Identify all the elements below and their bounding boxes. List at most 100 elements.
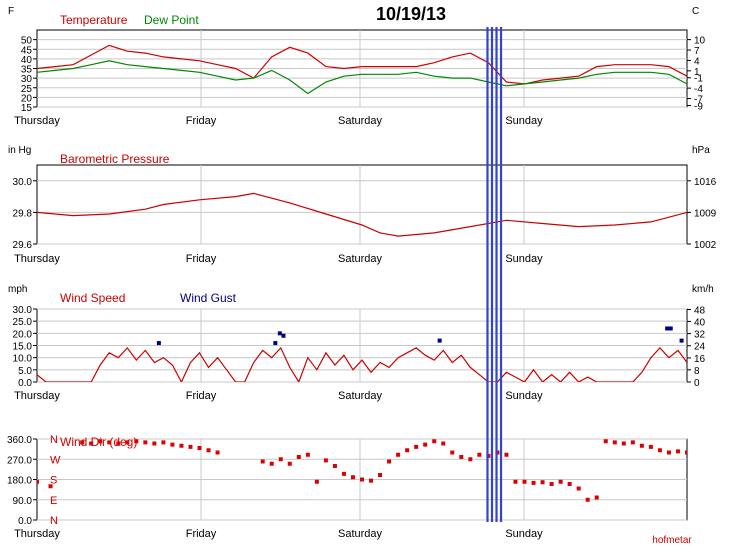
- data-point-winddir-0: [387, 459, 392, 464]
- left-unit-label: F: [8, 6, 14, 17]
- data-point-winddir-0: [188, 444, 193, 449]
- panel-winddir: 0.0 90.0 180.0 270.0 360.0 Thursday Friday Satu…: [7, 434, 688, 540]
- panel-wind: 0.05.010.015.0 20.025.030.0 Thursday Friday…: [8, 284, 714, 402]
- data-point-winddir-0: [477, 452, 482, 457]
- panel-title-secondary: Wind Gust: [180, 291, 237, 305]
- right-tick-label: 48: [694, 305, 706, 316]
- y-tick-label: 30.0: [13, 305, 33, 316]
- right-tick-label: 1: [694, 67, 700, 78]
- data-point-winddir-0: [657, 448, 662, 453]
- data-point-winddir-0: [143, 440, 148, 445]
- series-line-dew-point: [37, 60, 687, 95]
- right-tick-label: -4: [694, 84, 703, 95]
- data-point-winddir-0: [405, 448, 410, 453]
- data-point-winddir-0: [260, 459, 265, 464]
- y-tick-label: 15.0: [13, 342, 33, 353]
- data-point-winddir-0: [48, 484, 53, 489]
- data-point-winddir-0: [414, 444, 419, 449]
- data-point-wind-1: [273, 341, 278, 346]
- data-point-wind-1: [277, 331, 282, 336]
- data-point-winddir-0: [179, 443, 184, 448]
- data-point-winddir-0: [612, 440, 617, 445]
- data-point-winddir-0: [369, 478, 374, 483]
- y-tick-label: 10.0: [13, 354, 33, 365]
- data-point-winddir-0: [513, 479, 518, 484]
- data-point-winddir-0: [134, 439, 139, 444]
- day-label: Saturday: [338, 253, 383, 265]
- data-point-winddir-0: [98, 439, 103, 444]
- data-point-winddir-0: [630, 440, 635, 445]
- plot-frame: [36, 164, 688, 245]
- data-point-winddir-0: [432, 439, 437, 444]
- right-tick-label: -1: [694, 74, 703, 85]
- data-point-winddir-0: [540, 480, 545, 485]
- data-point-winddir-0: [296, 455, 301, 459]
- left-unit-label: mph: [8, 284, 27, 295]
- series-line-wind-speed: [37, 346, 687, 382]
- right-tick-label: 10: [694, 36, 706, 47]
- right-tick-label: 1016: [694, 177, 717, 188]
- data-point-winddir-0: [549, 482, 554, 486]
- left-unit-label: in Hg: [8, 145, 31, 156]
- panel-title-secondary: Dew Point: [144, 13, 199, 27]
- y-tick-label: 5.0: [18, 366, 32, 377]
- day-label: Thursday: [14, 390, 60, 402]
- right-tick-label: -7: [694, 95, 703, 106]
- plot-data: [37, 439, 687, 502]
- y-tick-label: 45: [21, 45, 33, 56]
- y-tick-label: 50: [21, 36, 33, 47]
- data-point-winddir-0: [269, 461, 274, 466]
- data-point-winddir-0: [107, 440, 112, 445]
- data-point-winddir-0: [585, 497, 590, 502]
- data-point-winddir-0: [558, 479, 563, 484]
- data-point-winddir-0: [37, 479, 39, 484]
- data-point-winddir-0: [567, 482, 572, 486]
- data-point-winddir-0: [603, 439, 608, 444]
- day-label: Saturday: [338, 115, 383, 127]
- y-tick-label: 29.6: [13, 240, 33, 251]
- series-line-temperature: [37, 44, 687, 85]
- data-point-winddir-0: [621, 441, 626, 446]
- y-tick-label: 0.0: [18, 516, 32, 527]
- data-point-wind-1: [281, 333, 286, 338]
- y-tick-label: 35: [21, 65, 33, 76]
- right-tick-label: 7: [694, 46, 700, 57]
- data-point-winddir-0: [441, 441, 446, 446]
- data-point-winddir-0: [639, 443, 644, 448]
- compass-label: S: [50, 475, 57, 487]
- data-point-winddir-0: [125, 440, 130, 445]
- day-label: Sunday: [505, 115, 543, 127]
- data-point-winddir-0: [287, 461, 292, 466]
- plot-data: [37, 192, 687, 237]
- data-point-winddir-0: [648, 444, 653, 449]
- series-line-barometric-pressure: [37, 192, 687, 237]
- data-point-winddir-0: [504, 452, 509, 457]
- data-point-winddir-0: [531, 480, 536, 485]
- compass-label: N: [50, 515, 58, 527]
- panel-pressure: 29.6 29.8 30.0 Thursday Friday Saturday Sunday…: [8, 145, 717, 265]
- data-point-winddir-0: [341, 471, 346, 476]
- day-label: Thursday: [14, 528, 60, 540]
- panel-title-primary: Wind Speed: [60, 291, 125, 305]
- right-tick-label: 0: [694, 378, 700, 389]
- day-label: Saturday: [338, 528, 383, 540]
- plot-data: [37, 326, 687, 382]
- data-point-winddir-0: [350, 475, 355, 480]
- right-tick-label: 24: [694, 342, 706, 353]
- compass-label: W: [50, 454, 61, 466]
- data-point-winddir-0: [161, 440, 166, 445]
- right-unit-label: km/h: [692, 284, 714, 295]
- data-point-wind-1: [668, 326, 673, 331]
- data-point-winddir-0: [89, 441, 94, 446]
- data-point-winddir-0: [522, 479, 527, 484]
- y-tick-label: 15: [21, 103, 33, 114]
- data-point-winddir-0: [305, 452, 310, 457]
- data-point-winddir-0: [594, 495, 599, 500]
- right-unit-label: C: [692, 6, 699, 17]
- data-point-winddir-0: [468, 457, 473, 462]
- data-point-winddir-0: [206, 448, 211, 453]
- right-unit-label: hPa: [692, 145, 710, 156]
- right-tick-label: 1002: [694, 240, 717, 251]
